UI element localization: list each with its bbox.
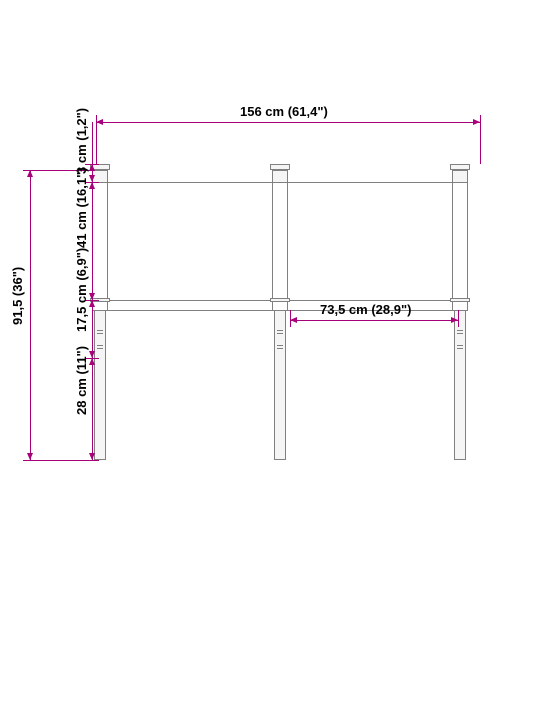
dim-label-leg_height: 28 cm (11") [74,346,89,415]
dim-label-cap_height: 3 cm (1,2") [74,108,89,174]
diagram-root: 156 cm (61,4") 91,5 (36") 3 cm (1,2")41 cm… [0,0,540,720]
dim-label-lower_rail: 17,5 cm (6,9") [74,248,89,332]
dim-label-overall_width: 156 cm (61,4") [240,104,328,119]
dim-label-half_width: 73,5 cm (28,9") [320,302,411,317]
dim-label-overall_height: 91,5 (36") [10,267,25,325]
dim-label-upper_panel: 41 cm (16,1") [74,167,89,248]
